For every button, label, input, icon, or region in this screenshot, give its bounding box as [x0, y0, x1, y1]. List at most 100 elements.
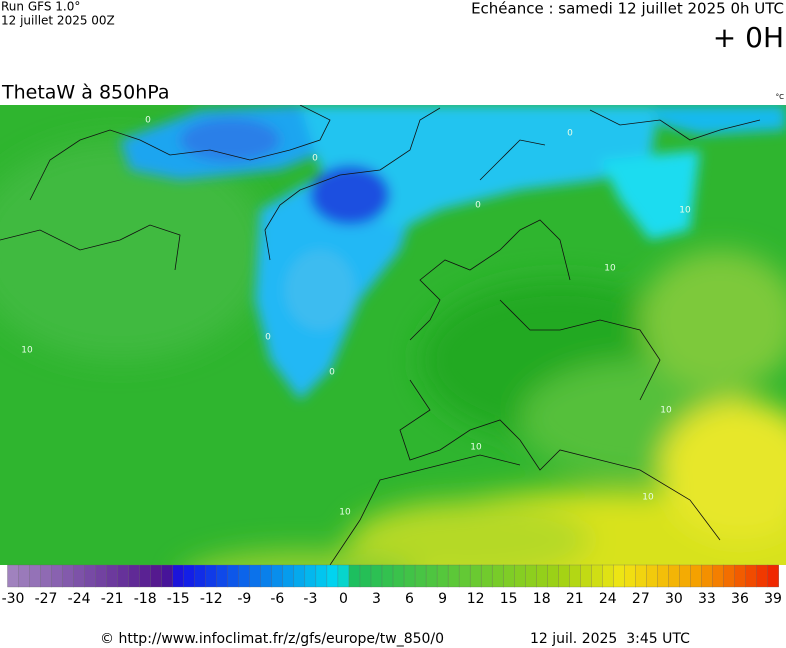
colorbar-tick-label: 36: [731, 591, 749, 607]
colorbar-tick-label: 0: [339, 591, 348, 607]
footer-source: © http://www.infoclimat.fr/z/gfs/europe/…: [100, 631, 444, 647]
colorbar-swatch: [558, 564, 570, 588]
contour-label: 0: [567, 129, 573, 139]
colorbar-swatch: [458, 564, 471, 588]
colorbar-swatch: [216, 564, 229, 588]
colorbar-swatch: [624, 564, 636, 588]
colorbar-tick-label: 30: [665, 591, 683, 607]
lead-time: + 0H: [713, 21, 784, 54]
colorbar-swatch: [690, 564, 702, 588]
colorbar-swatch: [591, 564, 603, 588]
colorbar-swatch: [84, 564, 97, 588]
colorbar-swatch: [668, 564, 680, 588]
cold-regions: [120, 105, 786, 400]
colorbar-swatch: [205, 564, 218, 588]
colorbar-tick-label: 6: [405, 591, 414, 607]
colorbar-swatch: [260, 564, 273, 588]
colorbar-tick-label: 3: [372, 591, 381, 607]
colorbar-tick-label: -30: [2, 591, 25, 607]
colorbar-tick-label: -9: [237, 591, 251, 607]
contour-label: 10: [642, 493, 654, 503]
colorbar-swatch: [701, 564, 713, 588]
colorbar-swatch: [73, 564, 86, 588]
colorbar-swatch: [635, 564, 647, 588]
colorbar-swatch: [51, 564, 64, 588]
colorbar-swatch: [514, 564, 526, 588]
contour-label: 10: [660, 406, 672, 416]
colorbar-swatch: [128, 564, 141, 588]
colorbar-swatch: [326, 564, 339, 588]
field-shading: [0, 140, 786, 565]
field: [0, 105, 786, 565]
colorbar-swatch: [723, 564, 735, 588]
colorbar-swatch: [469, 564, 482, 588]
contour-label: 0: [265, 333, 271, 343]
colorbar-swatch: [62, 564, 75, 588]
colorbar-swatch: [536, 564, 548, 588]
colorbar-tick-label: -27: [35, 591, 58, 607]
colorbar-tick-label: -12: [200, 591, 223, 607]
colorbar-swatch: [161, 564, 174, 588]
unit-label: °C: [776, 93, 785, 101]
colorbar-swatch: [679, 564, 691, 588]
colorbar-swatch: [293, 564, 306, 588]
colorbar-swatch: [414, 564, 427, 588]
colorbar-swatch: [613, 564, 625, 588]
contour-label: 10: [21, 346, 33, 356]
run-label: Run GFS 1.0°: [1, 0, 80, 14]
colorbar-tick-label: 18: [533, 591, 551, 607]
colorbar-swatch: [392, 564, 405, 588]
colorbar-swatch: [95, 564, 108, 588]
colorbar-tick-label: -18: [134, 591, 157, 607]
contour-label: 10: [604, 264, 616, 274]
colorbar-swatch: [172, 564, 185, 588]
colorbar-swatch: [315, 564, 328, 588]
colorbar-swatch: [480, 564, 493, 588]
colorbar-swatch: [7, 564, 19, 588]
run-date: 12 juillet 2025 00Z: [1, 14, 115, 28]
colorbar-swatch: [271, 564, 284, 588]
contour-label: 0: [475, 201, 481, 211]
colorbar-swatch: [29, 564, 41, 588]
colorbar-swatch: [381, 564, 394, 588]
colorbar-swatch: [425, 564, 438, 588]
colorbar-swatch: [238, 564, 251, 588]
colorbar-swatch: [337, 564, 350, 588]
colorbar-swatch: [712, 564, 724, 588]
contour-label: 0: [312, 154, 318, 164]
colorbar-swatch: [304, 564, 317, 588]
colorbar-swatch: [525, 564, 537, 588]
colorbar-swatch: [734, 564, 746, 588]
colorbar-swatch: [657, 564, 669, 588]
colorbar-tick-label: 39: [764, 591, 782, 607]
colorbar-swatch: [403, 564, 416, 588]
colorbar-swatch: [194, 564, 207, 588]
colorbar-swatch: [436, 564, 449, 588]
colorbar-swatch: [139, 564, 152, 588]
colorbar-swatch: [569, 564, 581, 588]
colorbar-swatch: [447, 564, 460, 588]
colorbar-tick-label: -3: [303, 591, 317, 607]
map-title: ThetaW à 850hPa: [1, 82, 170, 104]
colorbar-swatch: [745, 564, 757, 588]
forecast-time: Echéance : samedi 12 juillet 2025 0h UTC: [471, 0, 784, 18]
contour-label: 10: [339, 508, 351, 518]
colorbar-tick-label: 33: [698, 591, 716, 607]
colorbar-swatch: [580, 564, 592, 588]
colorbar-swatch: [40, 564, 53, 588]
colorbar-tick-label: 27: [632, 591, 650, 607]
colorbar-swatch: [117, 564, 130, 588]
colorbar-swatch: [183, 564, 196, 588]
colorbar-swatch: [18, 564, 30, 588]
colorbar-swatch: [767, 564, 779, 588]
colorbar-swatch: [359, 564, 372, 588]
colorbar-swatch: [756, 564, 768, 588]
colorbar-tick-label: 9: [438, 591, 447, 607]
colorbar-swatch: [646, 564, 658, 588]
footer-generated: 12 juil. 2025 3:45 UTC: [530, 631, 690, 647]
colorbar-tick-label: 21: [566, 591, 584, 607]
colorbar-swatch: [348, 564, 361, 588]
coastlines: [0, 105, 761, 565]
colorbar-swatch: [502, 564, 515, 588]
